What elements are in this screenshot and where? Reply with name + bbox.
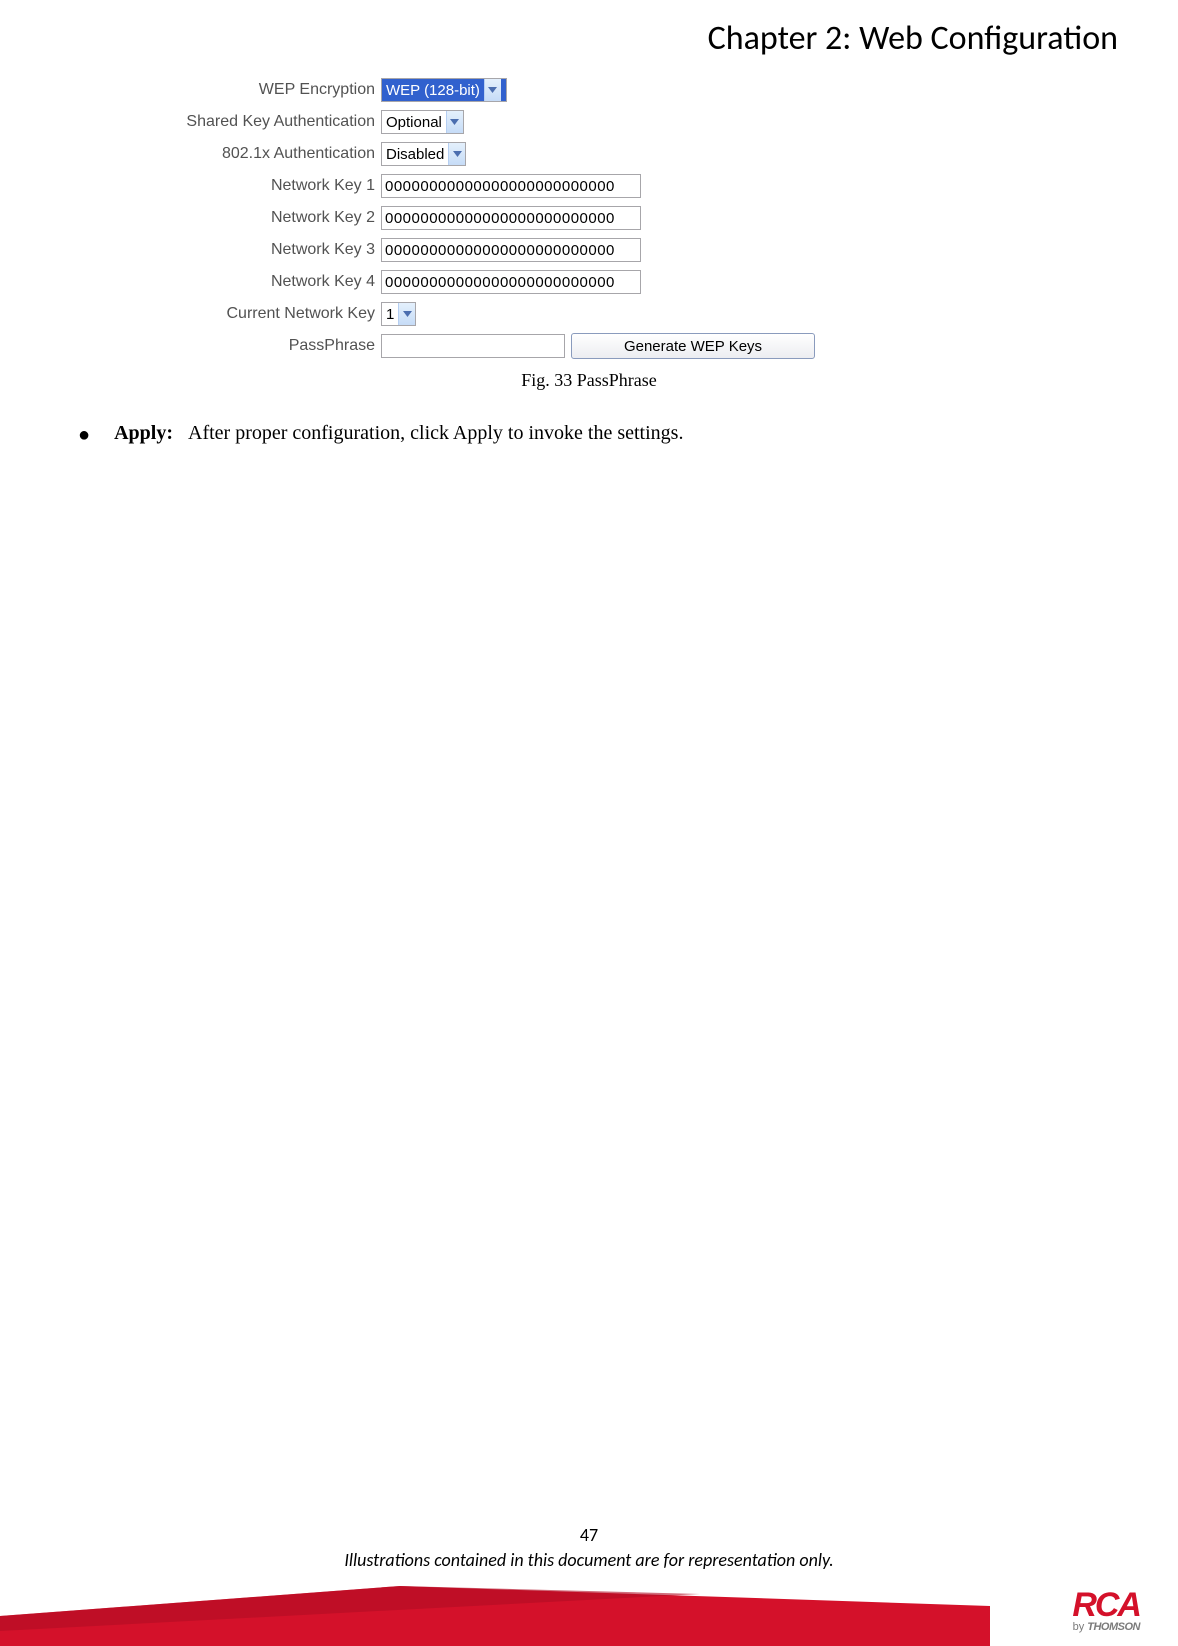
page-footer: 47 Illustrations contained in this docum… — [0, 1526, 1178, 1646]
current-network-key-select[interactable]: 1 — [381, 302, 416, 326]
auth-8021x-value: Disabled — [382, 146, 448, 163]
bullet-icon: ● — [78, 422, 90, 448]
network-key-4-label: Network Key 4 — [183, 273, 381, 291]
network-key-3-label: Network Key 3 — [183, 241, 381, 259]
wep-encryption-label: WEP Encryption — [183, 81, 381, 99]
page-number: 47 — [0, 1524, 1178, 1546]
chevron-down-icon — [484, 79, 501, 101]
wep-encryption-select[interactable]: WEP (128-bit) — [381, 78, 507, 102]
apply-description: After proper configuration, click Apply … — [188, 422, 683, 444]
chevron-down-icon — [398, 303, 415, 325]
thomson-text: THOMSON — [1087, 1621, 1140, 1633]
chevron-down-icon — [448, 143, 465, 165]
apply-text: Apply: After proper configuration, click… — [114, 422, 683, 445]
chapter-title: Chapter 2: Web Configuration — [708, 18, 1118, 59]
auth-8021x-select[interactable]: Disabled — [381, 142, 466, 166]
current-network-key-value: 1 — [382, 306, 398, 323]
network-key-4-input[interactable] — [381, 270, 641, 294]
figure-caption: Fig. 33 PassPhrase — [0, 370, 1178, 391]
shared-key-auth-select[interactable]: Optional — [381, 110, 464, 134]
shared-key-auth-label: Shared Key Authentication — [183, 113, 381, 131]
passphrase-label: PassPhrase — [183, 337, 381, 355]
shared-key-auth-value: Optional — [382, 114, 446, 131]
network-key-2-label: Network Key 2 — [183, 209, 381, 227]
brand-logo: RCA by THOMSON — [1022, 1589, 1140, 1633]
apply-label: Apply: — [114, 422, 173, 444]
apply-bullet: ● Apply: After proper configuration, cli… — [78, 422, 1058, 448]
footer-note: Illustrations contained in this document… — [0, 1549, 1178, 1571]
footer-red-bar — [0, 1576, 1178, 1646]
by-text: by — [1073, 1621, 1085, 1633]
network-key-3-input[interactable] — [381, 238, 641, 262]
chevron-down-icon — [446, 111, 463, 133]
auth-8021x-label: 802.1x Authentication — [183, 145, 381, 163]
generate-wep-keys-button[interactable]: Generate WEP Keys — [571, 333, 815, 359]
by-thomson-text: by THOMSON — [1022, 1621, 1140, 1633]
wep-config-form: WEP Encryption WEP (128-bit) Shared Key … — [183, 76, 943, 364]
network-key-1-label: Network Key 1 — [183, 177, 381, 195]
wep-encryption-value: WEP (128-bit) — [382, 82, 484, 99]
network-key-2-input[interactable] — [381, 206, 641, 230]
current-network-key-label: Current Network Key — [183, 305, 381, 323]
network-key-1-input[interactable] — [381, 174, 641, 198]
rca-logo-text: RCA — [1022, 1589, 1140, 1621]
passphrase-input[interactable] — [381, 334, 565, 358]
